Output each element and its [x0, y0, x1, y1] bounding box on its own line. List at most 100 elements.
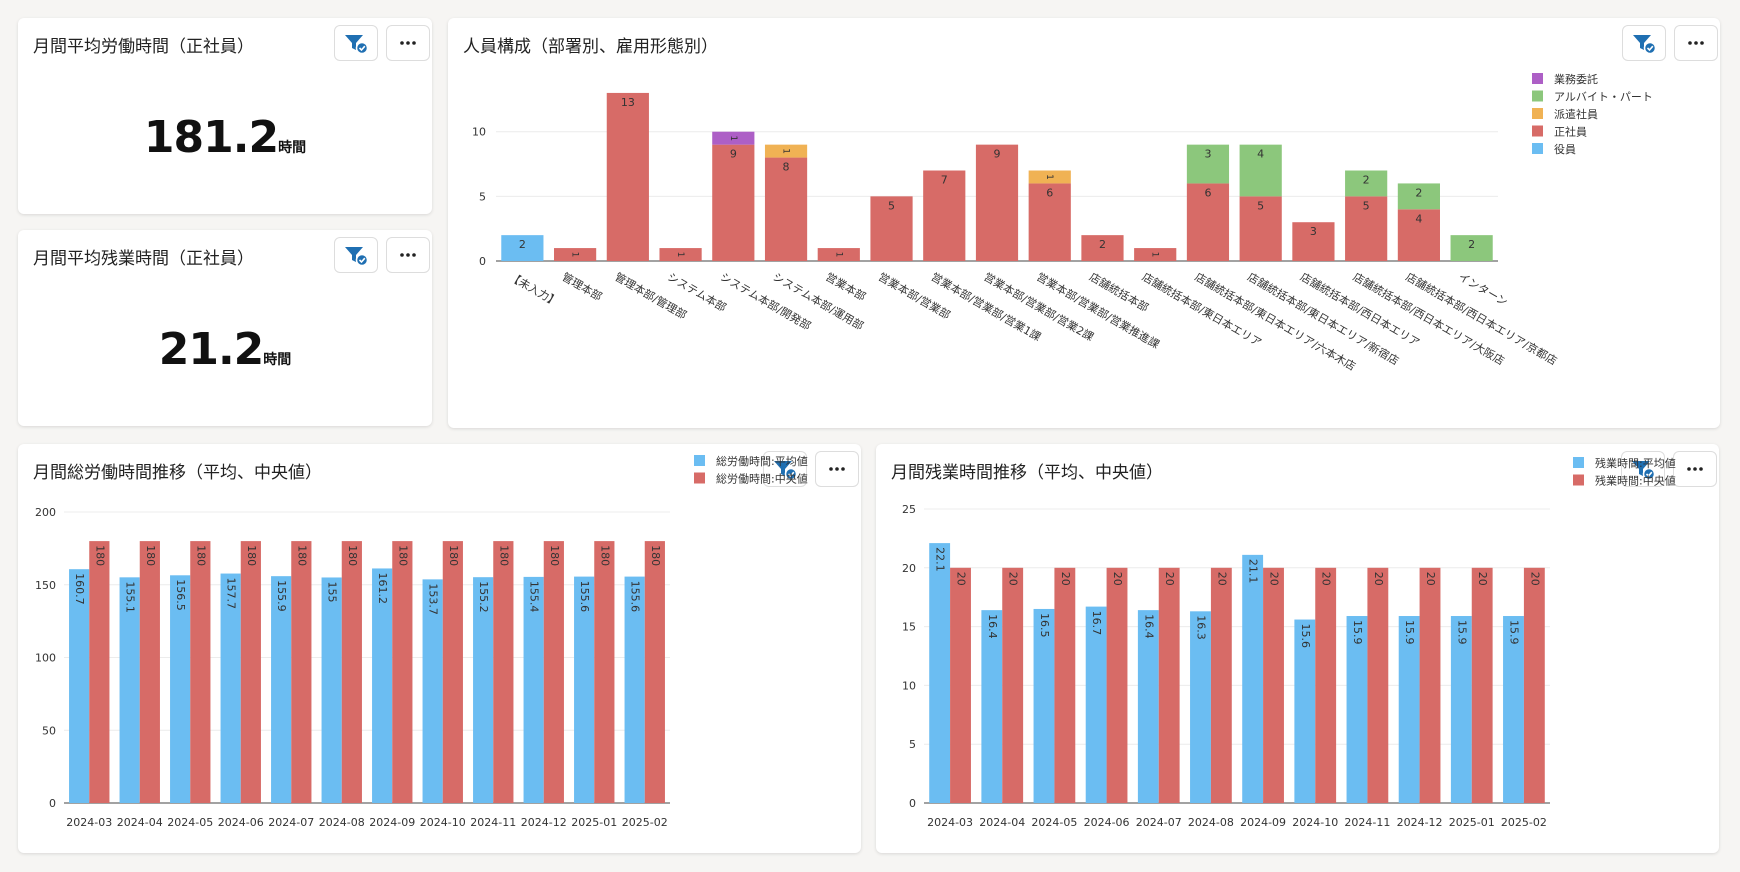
- data-label: 5: [888, 199, 895, 212]
- more-dots-icon: [828, 466, 846, 472]
- more-button[interactable]: [1673, 451, 1717, 487]
- legend-swatch: [1532, 90, 1543, 102]
- data-label: 180: [649, 545, 662, 566]
- bar: [392, 541, 413, 803]
- bar: [1419, 567, 1441, 803]
- bar: [291, 541, 312, 803]
- overtime-chart: 0 5 10 15 20 25 22.1 20 2024-03 16.4 20 2024-04 16.5…: [902, 456, 1676, 829]
- bar: [493, 541, 514, 803]
- x-tick-label: 2024-03: [927, 816, 973, 829]
- data-label: 6: [1046, 186, 1053, 199]
- legend-label: 残業時間:平均値: [1595, 456, 1676, 470]
- data-label: 2: [1099, 238, 1106, 251]
- bar: [543, 541, 564, 803]
- kpi-value-block: 21.2時間: [18, 324, 432, 375]
- x-tick-label: 2024-05: [1031, 816, 1077, 829]
- bar-segment: [712, 144, 755, 261]
- work-hours-chart: 0 50 100 150 200 160.7 180 2024-03 155.1 180 2024-…: [35, 454, 808, 829]
- bar: [981, 610, 1003, 803]
- bar: [1346, 616, 1368, 803]
- data-label: 15.9: [1403, 620, 1416, 645]
- legend-swatch: [694, 472, 705, 484]
- data-label: 157.7: [225, 578, 238, 610]
- filter-button[interactable]: [763, 451, 807, 487]
- bar: [574, 576, 595, 803]
- kpi-value-block: 181.2時間: [18, 112, 432, 163]
- data-label: 20: [1111, 572, 1124, 586]
- x-tick-label: 2024-03: [66, 816, 112, 829]
- data-label: 180: [548, 545, 561, 566]
- more-button[interactable]: [1674, 25, 1718, 61]
- data-label: 20: [955, 572, 968, 586]
- data-label: 20: [1424, 572, 1437, 586]
- y-tick-label: 200: [35, 506, 56, 519]
- bar-segment: [659, 248, 702, 261]
- kpi-card-overtime: 月間平均残業時間（正社員） 21.2時間: [18, 230, 432, 426]
- bar-segment: [1345, 170, 1388, 197]
- data-label: 9: [994, 148, 1001, 161]
- bar-segment: [1397, 209, 1440, 261]
- bar: [190, 541, 211, 803]
- legend-swatch: [1573, 457, 1584, 468]
- data-label: 1: [1044, 174, 1054, 180]
- data-label: 20: [1059, 572, 1072, 586]
- bar: [1158, 567, 1180, 803]
- filter-button[interactable]: [1622, 25, 1666, 61]
- data-label: 20: [1372, 572, 1385, 586]
- more-button[interactable]: [815, 451, 859, 487]
- bar: [1054, 567, 1076, 803]
- data-label: 5: [1363, 199, 1370, 212]
- bar-segment: [1345, 196, 1388, 261]
- x-tick-label: 2025-01: [1449, 816, 1495, 829]
- legend-label: 役員: [1554, 142, 1576, 156]
- filter-button[interactable]: [334, 237, 378, 273]
- data-label: 4: [1415, 212, 1422, 225]
- x-tick-label: 2024-10: [420, 816, 466, 829]
- y-tick-label: 5: [909, 738, 916, 751]
- bar: [1033, 608, 1055, 803]
- work-hours-trend-card: 月間総労働時間推移（平均、中央値） 0 50 100 150 200 160.7 180 20…: [18, 444, 861, 853]
- more-button[interactable]: [386, 25, 430, 61]
- legend-label: 業務委託: [1554, 72, 1598, 86]
- legend-label: アルバイト・パート: [1554, 91, 1653, 104]
- bar: [1503, 616, 1524, 803]
- overtime-trend-card: 月間残業時間推移（平均、中央値） 0 5 10 15 20 25 22.1 20 2024-03…: [876, 444, 1719, 853]
- y-tick-label: 150: [35, 579, 56, 592]
- x-tick-label: 2025-01: [571, 816, 617, 829]
- kpi-unit: 時間: [263, 352, 292, 368]
- more-button[interactable]: [386, 237, 430, 273]
- bar: [1190, 611, 1211, 803]
- bar-segment: [606, 92, 649, 261]
- filter-button[interactable]: [334, 25, 378, 61]
- bar-segment: [870, 196, 913, 261]
- filter-button[interactable]: [1621, 451, 1665, 487]
- x-tick-label: 2024-04: [979, 816, 1025, 829]
- bar-segment: [712, 131, 755, 145]
- x-tick-label: 2024-07: [268, 816, 314, 829]
- bar: [139, 541, 160, 803]
- bar-segment: [1186, 144, 1230, 184]
- data-label: 20: [1215, 572, 1228, 586]
- x-tick-label: 2024-08: [319, 816, 365, 829]
- x-tick-label: 2024-12: [521, 816, 567, 829]
- data-label: 15.9: [1351, 620, 1364, 645]
- bar: [1315, 567, 1337, 803]
- x-tick-label: 管理本部: [560, 269, 605, 303]
- data-label: 155.6: [629, 581, 642, 613]
- data-label: 155.2: [477, 581, 490, 613]
- bar-segment: [975, 144, 1019, 261]
- x-tick-label: 2024-09: [1240, 816, 1286, 829]
- y-tick-label: 0: [479, 255, 486, 268]
- legend-label: 残業時間:中央値: [1595, 474, 1676, 488]
- bar: [1398, 616, 1420, 803]
- more-dots-icon: [399, 252, 417, 258]
- bar: [321, 577, 342, 803]
- data-label: 5: [1257, 199, 1264, 212]
- more-dots-icon: [1687, 40, 1705, 46]
- bar: [220, 573, 241, 803]
- data-label: 180: [598, 545, 611, 566]
- bar-segment: [764, 144, 808, 158]
- bar-segment: [1239, 144, 1282, 197]
- bar: [422, 579, 443, 803]
- data-label: 161.2: [376, 572, 389, 604]
